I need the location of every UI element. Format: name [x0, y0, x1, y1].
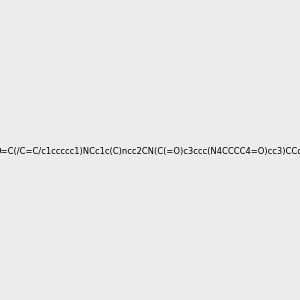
Text: O=C(/C=C/c1ccccc1)NCc1c(C)ncc2CN(C(=O)c3ccc(N4CCCC4=O)cc3)CCc12: O=C(/C=C/c1ccccc1)NCc1c(C)ncc2CN(C(=O)c3…	[0, 147, 300, 156]
